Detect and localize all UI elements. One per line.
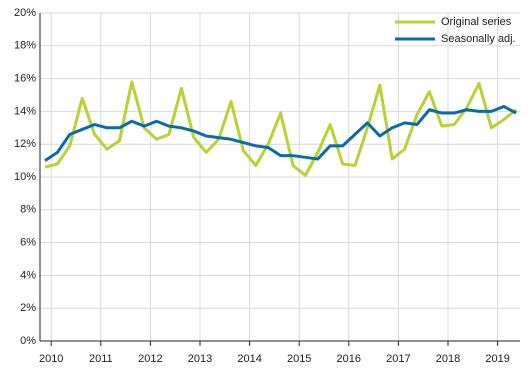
- x-tick-label: 2015: [287, 353, 311, 365]
- x-tick-label: 2017: [386, 353, 410, 365]
- x-tick-label: 2011: [89, 353, 113, 365]
- y-tick-label: 20%: [14, 7, 36, 19]
- x-tick-label: 2012: [138, 353, 162, 365]
- x-tick-label: 2013: [188, 353, 212, 365]
- y-tick-label: 10%: [14, 171, 36, 183]
- legend-label: Seasonally adj.: [441, 33, 516, 45]
- y-tick-label: 12%: [14, 138, 36, 150]
- y-tick-label: 8%: [20, 204, 36, 216]
- y-tick-label: 6%: [20, 237, 36, 249]
- data-line: [44, 104, 517, 162]
- y-tick-label: 16%: [14, 73, 36, 85]
- y-tick-label: 14%: [14, 105, 36, 117]
- y-tick-label: 0%: [20, 335, 36, 347]
- x-tick-label: 2018: [436, 353, 460, 365]
- x-tick-label: 2019: [485, 353, 509, 365]
- x-tick-label: 2016: [337, 353, 361, 365]
- y-tick-label: 18%: [14, 40, 36, 52]
- y-tick-label: 4%: [20, 269, 36, 281]
- y-tick-label: 2%: [20, 302, 36, 314]
- x-tick-label: 2014: [237, 353, 261, 365]
- legend-label: Original series: [441, 16, 512, 28]
- data-line: [44, 80, 518, 177]
- x-tick-label: 2010: [39, 353, 63, 365]
